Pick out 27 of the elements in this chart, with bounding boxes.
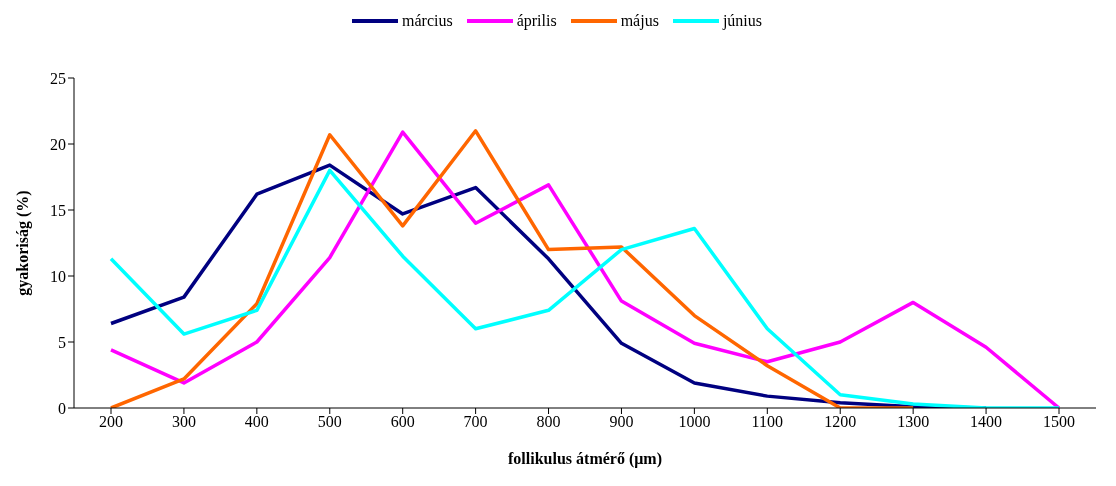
x-tick-label: 1200 — [824, 413, 857, 431]
legend-label: április — [516, 12, 557, 30]
x-axis-title: follikulus átmérő (μm) — [508, 450, 662, 468]
x-tick-label: 1100 — [751, 413, 784, 431]
legend-label: május — [620, 12, 659, 30]
y-tick-label: 10 — [50, 267, 66, 285]
x-tick-label: 1300 — [897, 413, 930, 431]
x-tick-label: 600 — [390, 413, 415, 431]
y-tick-label: 20 — [50, 135, 66, 153]
x-tick-label: 800 — [536, 413, 561, 431]
x-tick-label: 1500 — [1043, 413, 1075, 431]
y-tick-label: 0 — [58, 399, 66, 417]
y-tick-label: 15 — [50, 201, 66, 219]
y-tick-label: 25 — [50, 69, 66, 87]
x-tick-label: 1400 — [970, 413, 1003, 431]
x-tick-label: 900 — [609, 413, 634, 431]
x-tick-label: 1000 — [678, 413, 711, 431]
legend-label: március — [402, 12, 453, 30]
y-axis-title: gyakoriság (%) — [13, 190, 32, 296]
legend-label: június — [722, 12, 762, 30]
x-tick-label: 700 — [463, 413, 488, 431]
line-series — [109, 129, 915, 408]
y-tick-label: 5 — [58, 333, 66, 351]
x-tick-label: 500 — [317, 413, 342, 431]
x-tick-label: 200 — [99, 413, 123, 431]
x-tick-label: 400 — [244, 413, 269, 431]
x-tick-label: 300 — [171, 413, 196, 431]
